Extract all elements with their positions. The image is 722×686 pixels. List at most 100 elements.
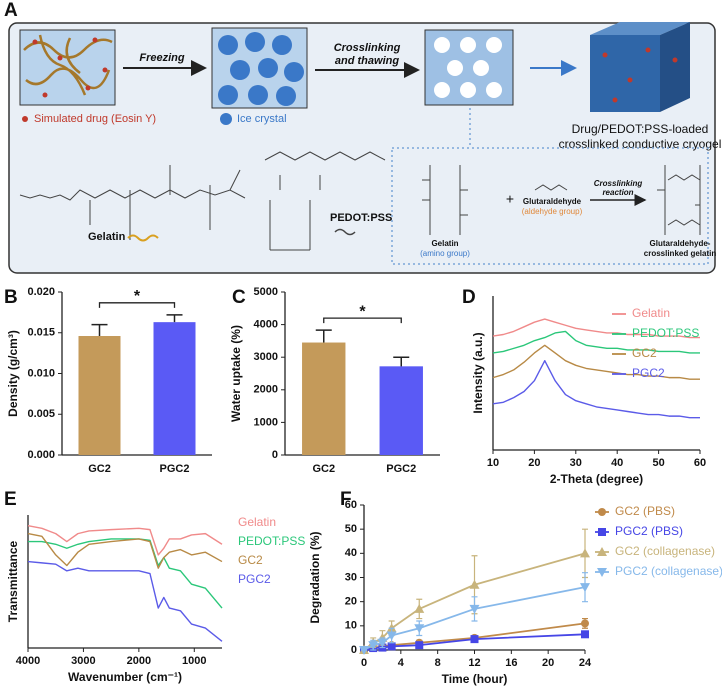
series-line (492, 359, 700, 419)
panel-frame (8, 22, 716, 274)
gelatin-squiggle (127, 234, 159, 242)
legend-dot (22, 116, 28, 122)
legend-label: GC2 (632, 346, 657, 360)
pedot-squiggle (334, 228, 356, 236)
series-line (492, 330, 700, 354)
step-label: Freezing (139, 52, 185, 64)
x-axis-label: Time (hour) (442, 672, 508, 686)
y-tick-label: 0.020 (27, 286, 55, 298)
marker (414, 603, 425, 613)
y-tick-label: 40 (345, 547, 357, 559)
charts: B 0.000 0.005 0.010 0.015 0.020 Density (g/cm³… (4, 286, 722, 686)
y-tick-label: 3000 (254, 351, 278, 363)
bar (302, 342, 346, 455)
y-tick-label: 0.000 (27, 449, 55, 461)
legend-label: GC2 (PBS) (615, 504, 675, 518)
y-axis-label: Water uptake (%) (229, 325, 243, 422)
ice-crystals (218, 32, 304, 106)
marker (598, 528, 606, 536)
y-tick-label: 0 (351, 644, 357, 656)
reaction-condition: reaction (602, 188, 633, 197)
y-tick-label: 0.015 (27, 327, 55, 339)
x-tick-label: 0 (361, 657, 367, 669)
reaction-note: (aldehyde group) (522, 207, 583, 216)
x-tick-label: 30 (570, 457, 582, 469)
structure-label: Gelatin (88, 231, 126, 243)
y-axis-label: Degradation (%) (308, 531, 322, 623)
x-tick-label: 4 (398, 657, 405, 669)
x-tick-label: 16 (505, 657, 517, 669)
y-axis-label: Transmittance (6, 540, 20, 622)
legend-dot (220, 113, 232, 125)
y-tick-label: 10 (345, 620, 357, 632)
product-label: Drug/PEDOT:PSS-loaded (572, 122, 709, 136)
legend-label: PGC2 (PBS) (615, 524, 683, 538)
marker (580, 583, 590, 593)
x-tick-label: 50 (652, 457, 664, 469)
legend-label: Simulated drug (Eosin Y) (34, 113, 156, 125)
error-bar (393, 356, 410, 367)
structure-label: PEDOT:PSS (330, 212, 392, 224)
reaction-frame (391, 147, 709, 265)
error-bar (315, 329, 332, 343)
legend-label: GC2 (collagenase) (615, 544, 715, 558)
panel-a: A Freezing Crosslinking and thawing Drug… (4, 0, 722, 274)
y-tick-label: 60 (345, 499, 357, 511)
marker (598, 508, 606, 516)
x-tick-label: 4000 (16, 655, 40, 667)
x-tick-label: 20 (528, 457, 540, 469)
significance-bracket (98, 302, 176, 308)
legend-label: PEDOT:PSS (632, 326, 699, 340)
marker (597, 547, 607, 556)
legend-label: GC2 (238, 553, 263, 567)
panel-label: F (340, 489, 352, 510)
marker (377, 638, 388, 648)
x-tick-label: 3000 (71, 655, 95, 667)
error-bar (166, 314, 183, 323)
marker (414, 624, 425, 634)
panel-label: E (4, 489, 17, 510)
gelatin-structure (19, 165, 246, 240)
x-tick-label: 10 (487, 457, 499, 469)
legend-label: PEDOT:PSS (238, 534, 305, 548)
step-label: Crosslinking (334, 42, 401, 54)
panel-label: D (462, 287, 476, 308)
y-tick-label: 50 (345, 523, 357, 535)
x-tick-label: 40 (611, 457, 623, 469)
y-axis-label: Intensity (a.u.) (471, 332, 485, 413)
x-tick-label: 2000 (127, 655, 151, 667)
series-line (492, 344, 700, 380)
y-tick-label: 30 (345, 571, 357, 583)
panel-label: B (4, 287, 18, 308)
x-tick-label: PGC2 (160, 463, 190, 475)
x-tick-label: PGC2 (386, 463, 416, 475)
y-tick-label: 5000 (254, 286, 278, 298)
y-tick-label: 20 (345, 596, 357, 608)
error-bar (91, 323, 108, 337)
bar (379, 366, 423, 455)
series-line (27, 524, 223, 556)
legend-label: PGC2 (632, 366, 665, 380)
bar (153, 322, 196, 455)
glutaraldehyde (534, 174, 701, 226)
x-tick-label: GC2 (312, 463, 335, 475)
reaction-label: Glutaraldehyde- (650, 239, 711, 248)
significance-label: * (359, 303, 366, 320)
x-tick-label: 12 (468, 657, 480, 669)
x-axis-label: Wavenumber (cm⁻¹) (68, 670, 182, 684)
x-tick-label: GC2 (88, 463, 111, 475)
significance-label: * (134, 288, 141, 305)
y-axis-label: Density (g/cm³) (6, 330, 20, 417)
x-tick-label: 20 (542, 657, 554, 669)
drug-dots (32, 37, 108, 98)
series-line (28, 538, 223, 609)
marker (581, 630, 589, 639)
cube (590, 22, 690, 112)
plus: + (506, 191, 514, 207)
bar (78, 336, 121, 455)
legend-label: Gelatin (632, 306, 670, 320)
product-label: crosslinked conductive cryogel (559, 137, 722, 151)
marker (597, 568, 607, 577)
x-tick-label: 8 (435, 657, 441, 669)
